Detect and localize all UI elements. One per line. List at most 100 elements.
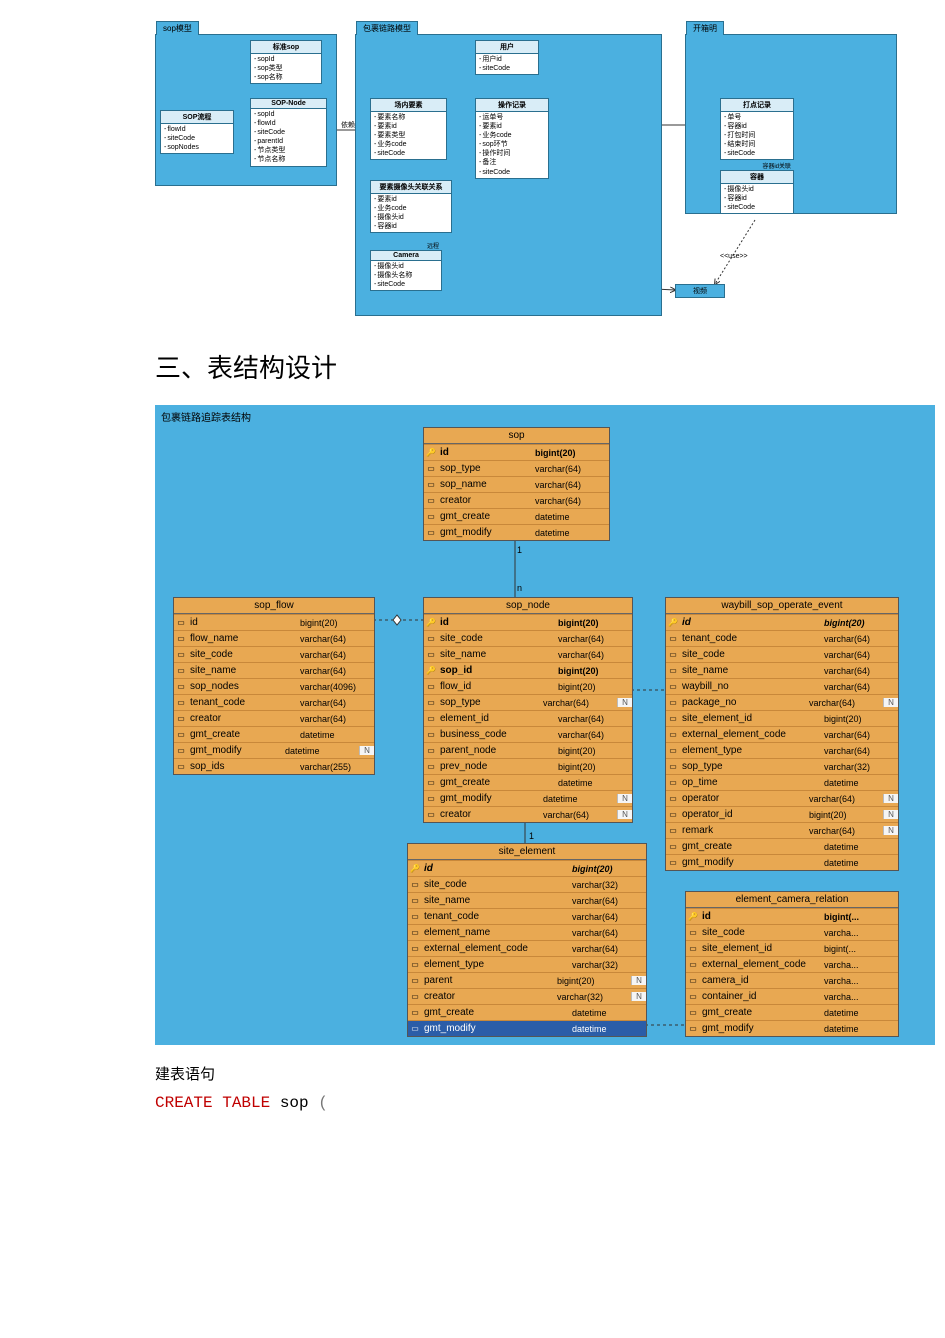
erd-col-name: site_name [680, 665, 824, 676]
erd-col-name: element_id [438, 713, 558, 724]
uml-package-label: 包裹链路模型 [356, 21, 418, 35]
col-icon: ▭ [666, 730, 680, 739]
erd-column-row: ▭ site_code varchar(64) [666, 646, 898, 662]
erd-table-sop_flow: sop_flow ▭ id bigint(20) ▭ flow_name var… [173, 597, 375, 775]
uml-field: siteCode [724, 149, 790, 158]
erd-column-row: ▭ camera_id varcha... [686, 972, 898, 988]
erd-column-row: 🔑 id bigint(... [686, 908, 898, 924]
erd-column-row: ▭ gmt_modify datetime N [174, 742, 374, 758]
uml-package-label: 开箱明 [686, 21, 724, 35]
erd-col-name: external_element_code [422, 943, 572, 954]
erd-column-row: ▭ creator varchar(64) [424, 492, 609, 508]
erd-col-name: gmt_create [438, 777, 558, 788]
erd-col-name: gmt_create [188, 729, 300, 740]
erd-col-name: creator [188, 713, 300, 724]
col-icon: ▭ [174, 730, 188, 739]
erd-table-ecr: element_camera_relation 🔑 id bigint(... … [685, 891, 899, 1037]
erd-column-row: ▭ gmt_modify datetime N [424, 790, 632, 806]
erd-col-type: bigint(... [824, 912, 898, 922]
erd-column-row: 🔑 id bigint(20) [666, 614, 898, 630]
erd-column-row: ▭ gmt_create datetime [174, 726, 374, 742]
pk-icon: 🔑 [686, 912, 700, 921]
erd-col-name: remark [680, 825, 809, 836]
erd-col-type: varchar(32) [557, 992, 631, 1002]
uml-class-c_container: 容器id关联容器 摄像头id容器idsiteCode [720, 170, 794, 214]
uml-field: siteCode [254, 128, 323, 137]
uml-field: 容器id [724, 122, 790, 131]
erd-col-name: operator_id [680, 809, 809, 820]
erd-col-type: bigint(20) [824, 618, 898, 628]
uml-field: 摄像头id [374, 213, 448, 222]
erd-col-type: varchar(64) [558, 730, 632, 740]
erd-column-row: ▭ parent_node bigint(20) [424, 742, 632, 758]
uml-field: 要素id [374, 122, 443, 131]
erd-col-name: sop_ids [188, 761, 300, 772]
col-icon: ▭ [686, 928, 700, 937]
note-badge: N [883, 698, 898, 707]
erd-column-row: ▭ site_code varcha... [686, 924, 898, 940]
erd-col-name: sop_type [680, 761, 824, 772]
col-icon: ▭ [424, 528, 438, 537]
erd-table-title: element_camera_relation [686, 892, 898, 908]
col-icon: ▭ [174, 698, 188, 707]
erd-col-type: bigint(20) [558, 618, 632, 628]
erd-col-type: varchar(64) [300, 666, 374, 676]
col-icon: ▭ [666, 810, 680, 819]
erd-col-name: id [700, 911, 824, 922]
uml-field: siteCode [724, 203, 790, 212]
uml-field: 要素id [479, 122, 545, 131]
col-icon: ▭ [686, 960, 700, 969]
col-icon: ▭ [424, 810, 438, 819]
erd-col-name: gmt_modify [438, 793, 543, 804]
erd-col-type: varchar(64) [558, 650, 632, 660]
col-icon: ▭ [424, 794, 438, 803]
erd-col-name: sop_name [438, 479, 535, 490]
sql-token: CREATE TABLE [155, 1094, 280, 1112]
uml-field: sopId [254, 110, 323, 119]
erd-col-type: varchar(32) [572, 880, 646, 890]
col-icon: ▭ [408, 1008, 422, 1017]
col-icon: ▭ [424, 762, 438, 771]
erd-col-name: external_element_code [680, 729, 824, 740]
uml-class-title: 标准sop [251, 41, 321, 54]
erd-column-row: ▭ external_element_code varchar(64) [408, 940, 646, 956]
erd-col-type: varchar(255) [300, 762, 374, 772]
erd-table-title: waybill_sop_operate_event [666, 598, 898, 614]
erd-col-type: datetime [824, 1024, 898, 1034]
erd-column-row: ▭ site_name varchar(64) [174, 662, 374, 678]
erd-col-name: tenant_code [188, 697, 300, 708]
erd-column-row: ▭ business_code varchar(64) [424, 726, 632, 742]
col-icon: ▭ [424, 778, 438, 787]
erd-col-name: parent_node [438, 745, 558, 756]
erd-column-row: ▭ site_code varchar(64) [174, 646, 374, 662]
erd-col-name: gmt_modify [422, 1023, 572, 1034]
erd-column-row: 🔑 id bigint(20) [408, 860, 646, 876]
uml-class-title: SOP-Node [251, 99, 326, 109]
erd-col-type: varchar(64) [300, 650, 374, 660]
erd-col-name: gmt_modify [680, 857, 824, 868]
col-icon: ▭ [424, 698, 438, 707]
erd-col-type: bigint(20) [558, 682, 632, 692]
erd-col-name: op_time [680, 777, 824, 788]
erd-col-name: creator [422, 991, 557, 1002]
erd-col-type: varchar(64) [572, 912, 646, 922]
erd-col-type: datetime [824, 778, 898, 788]
erd-column-row: ▭ site_code varchar(64) [424, 630, 632, 646]
col-icon: ▭ [408, 912, 422, 921]
erd-col-name: sop_id [438, 665, 558, 676]
uml-field: sop名称 [254, 73, 318, 82]
erd-col-type: datetime [558, 778, 632, 788]
erd-title: 包裹链路追踪表结构 [161, 409, 251, 424]
erd-table-title: sop [424, 428, 609, 444]
erd-col-name: business_code [438, 729, 558, 740]
erd-col-name: creator [438, 495, 535, 506]
col-icon: ▭ [424, 650, 438, 659]
erd-column-row: ▭ gmt_create datetime [408, 1004, 646, 1020]
uml-diagram: 产生 组成 依赖 查询 单号 容器关联 <<use>> 拍摄 sop模型 包裹链… [155, 20, 935, 320]
col-icon: ▭ [686, 1008, 700, 1017]
uml-field: 容器id [374, 222, 448, 231]
uml-class-title: 打点记录 [721, 99, 793, 112]
erd-col-type: datetime [824, 842, 898, 852]
erd-column-row: ▭ sop_nodes varchar(4096) [174, 678, 374, 694]
col-icon: ▭ [686, 944, 700, 953]
